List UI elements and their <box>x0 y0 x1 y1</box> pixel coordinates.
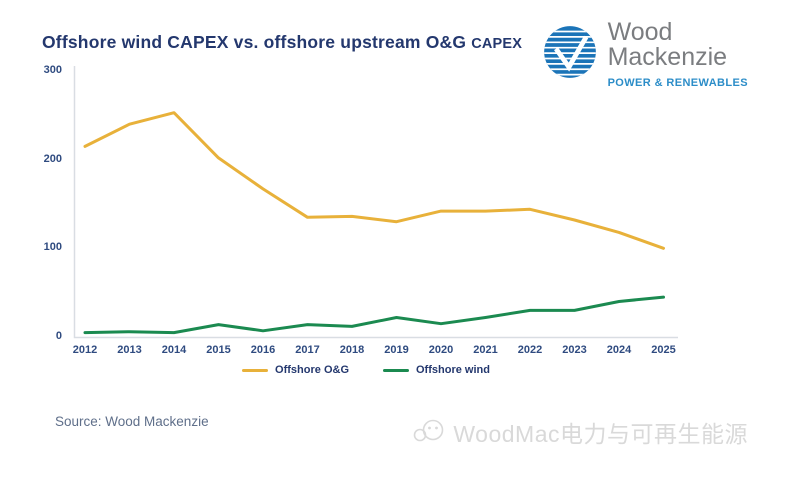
x-axis-tick: 2016 <box>250 344 276 356</box>
legend-item-offshore-wind: Offshore wind <box>383 364 490 376</box>
y-axis-tick: 200 <box>43 152 62 165</box>
x-axis-tick: 2021 <box>473 344 498 356</box>
legend-label-offshore-wind: Offshore wind <box>416 364 490 376</box>
x-axis-tick: 2015 <box>206 344 231 356</box>
x-axis-tick: 2013 <box>117 344 142 356</box>
x-axis-tick: 2024 <box>606 344 632 356</box>
x-axis-tick: 2025 <box>651 344 676 356</box>
watermark: WoodMac电力与可再生能源 <box>413 415 748 449</box>
y-axis-tick: 0 <box>55 330 62 342</box>
wechat-watermark-icon <box>413 417 447 447</box>
x-axis-tick: 2020 <box>428 344 454 356</box>
logo-tagline: POWER & RENEWABLES <box>607 77 748 89</box>
x-axis-tick: 2019 <box>384 344 409 356</box>
x-axis-tick: 2023 <box>562 344 587 356</box>
source-note: Source: Wood Mackenzie <box>55 414 209 429</box>
logo-name-line2: Mackenzie <box>607 43 728 71</box>
line-chart-plot <box>73 66 678 339</box>
woodmac-logo-text: Wood Mackenzie POWER & RENEWABLES <box>607 18 748 90</box>
offshore-wind-line-swatch <box>383 368 409 372</box>
legend-item-offshore-og: Offshore O&G <box>242 364 349 376</box>
legend-label-offshore-og: Offshore O&G <box>275 364 349 376</box>
woodmac-logo: Wood Mackenzie POWER & RENEWABLES <box>542 20 748 89</box>
watermark-text: WoodMac电力与可再生能源 <box>453 421 748 447</box>
x-axis-tick: 2012 <box>72 344 98 356</box>
x-axis-tick: 2022 <box>517 344 543 356</box>
woodmac-globe-icon <box>542 24 598 80</box>
offshore-og-line-swatch <box>242 368 269 372</box>
x-axis-tick: 2018 <box>339 344 365 356</box>
logo-name-line1: Wood <box>607 18 673 46</box>
page-title-suffix: CAPEX <box>471 36 523 52</box>
y-axis-tick: 300 <box>43 64 62 76</box>
y-axis-tick: 100 <box>43 241 62 254</box>
page-title: Offshore wind CAPEX vs. offshore upstrea… <box>42 32 522 53</box>
page-title-main: Offshore wind CAPEX vs. offshore upstrea… <box>42 32 467 52</box>
x-axis-tick: 2017 <box>295 344 320 356</box>
x-axis-tick: 2014 <box>161 344 187 356</box>
chart-legend: Offshore O&G Offshore wind <box>0 364 800 376</box>
